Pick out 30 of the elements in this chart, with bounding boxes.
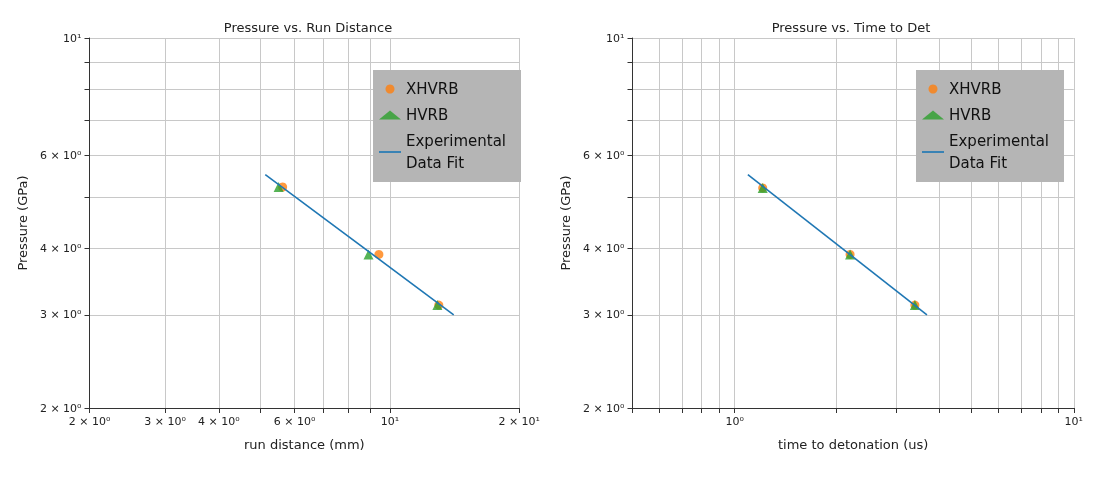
legend-label: XHVRB: [949, 80, 1002, 98]
x-tick-label: 3 × 10⁰: [144, 415, 187, 428]
chart-title: Pressure vs. Time to Det: [771, 20, 931, 35]
x-tick-label: 10¹: [1064, 415, 1084, 428]
legend-label: HVRB: [949, 106, 992, 124]
x-tick-label: 2 × 10¹: [498, 415, 540, 428]
y-tick-label: 10¹: [63, 31, 82, 45]
y-tick-label: 6 × 10⁰: [39, 148, 83, 162]
x-axis-title: run distance (mm): [244, 437, 365, 452]
legend-label: Experimental Data Fit: [406, 132, 511, 172]
x-tick-label: 10⁰: [725, 415, 745, 428]
x-tick-label: 2 × 10⁰: [68, 415, 111, 428]
legend-label: HVRB: [406, 106, 449, 124]
y-tick-label: 2 × 10⁰: [582, 401, 626, 415]
y-axis-title: Pressure (GPa): [558, 175, 573, 271]
legend-label: XHVRB: [406, 80, 459, 98]
y-tick-label: 3 × 10⁰: [582, 308, 626, 322]
y-tick-label: 4 × 10⁰: [39, 242, 83, 256]
x-tick-label: 4 × 10⁰: [198, 415, 241, 428]
y-tick-label: 3 × 10⁰: [39, 308, 83, 322]
chart-title: Pressure vs. Run Distance: [223, 20, 393, 35]
x-tick-label: 6 × 10⁰: [273, 415, 316, 428]
y-axis-title: Pressure (GPa): [15, 175, 30, 271]
x-axis-title: time to detonation (us): [777, 437, 929, 452]
y-tick-label: 6 × 10⁰: [582, 148, 626, 162]
x-tick-label: 10¹: [380, 415, 400, 428]
y-tick-label: 4 × 10⁰: [582, 242, 626, 256]
legend-label: Experimental Data Fit: [949, 132, 1054, 172]
y-tick-label: 2 × 10⁰: [39, 401, 83, 415]
y-tick-label: 10¹: [606, 31, 625, 45]
